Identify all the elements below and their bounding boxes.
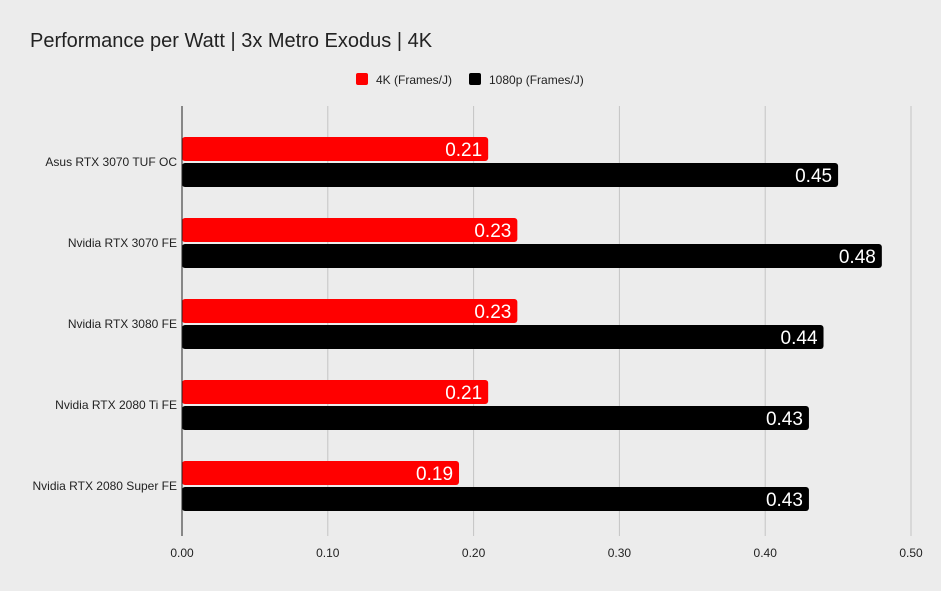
legend-swatch-1080p [469,73,481,85]
x-tick-label: 0.40 [754,546,778,560]
bar-1080p [182,244,882,268]
data-label: 0.43 [766,490,803,511]
x-tick-label: 0.20 [462,546,486,560]
x-tick-label: 0.10 [316,546,340,560]
legend-swatch-4k [356,73,368,85]
bar-1080p [182,163,839,187]
x-tick-label: 0.30 [608,546,632,560]
x-tick-label: 0.50 [899,546,923,560]
data-label: 0.48 [839,247,876,268]
data-label: 0.21 [445,383,482,404]
bar-1080p [182,325,824,349]
category-labels: Asus RTX 3070 TUF OC Nvidia RTX 3070 FE Nv… [32,155,177,493]
data-label: 0.43 [766,409,803,430]
bars: 0.21 0.45 0.23 0.48 0.23 0.44 0.21 0.43 0.19 0.43 [182,137,882,511]
category-label: Nvidia RTX 2080 Ti FE [55,398,177,412]
chart-legend: 4K (Frames/J) 1080p (Frames/J) [356,73,584,87]
legend-label-1080p: 1080p (Frames/J) [489,73,584,87]
category-label: Nvidia RTX 2080 Super FE [32,479,177,493]
bar-1080p [182,406,809,430]
bar-4k [182,461,460,485]
bar-4k [182,218,518,242]
category-label: Nvidia RTX 3080 FE [68,317,177,331]
data-label: 0.23 [474,302,511,323]
category-label: Nvidia RTX 3070 FE [68,236,177,250]
data-label: 0.44 [781,328,818,349]
bar-4k [182,380,489,404]
data-label: 0.19 [416,464,453,485]
bar-1080p [182,487,809,511]
bar-4k [182,137,489,161]
bar-4k [182,299,518,323]
chart-title: Performance per Watt | 3x Metro Exodus |… [30,30,433,52]
data-label: 0.45 [795,166,832,187]
x-tick-label: 0.00 [170,546,194,560]
legend-label-4k: 4K (Frames/J) [376,73,452,87]
data-label: 0.23 [474,221,511,242]
data-label: 0.21 [445,140,482,161]
x-tick-labels: 0.00 0.10 0.20 0.30 0.40 0.50 [170,546,923,560]
category-label: Asus RTX 3070 TUF OC [45,155,177,169]
